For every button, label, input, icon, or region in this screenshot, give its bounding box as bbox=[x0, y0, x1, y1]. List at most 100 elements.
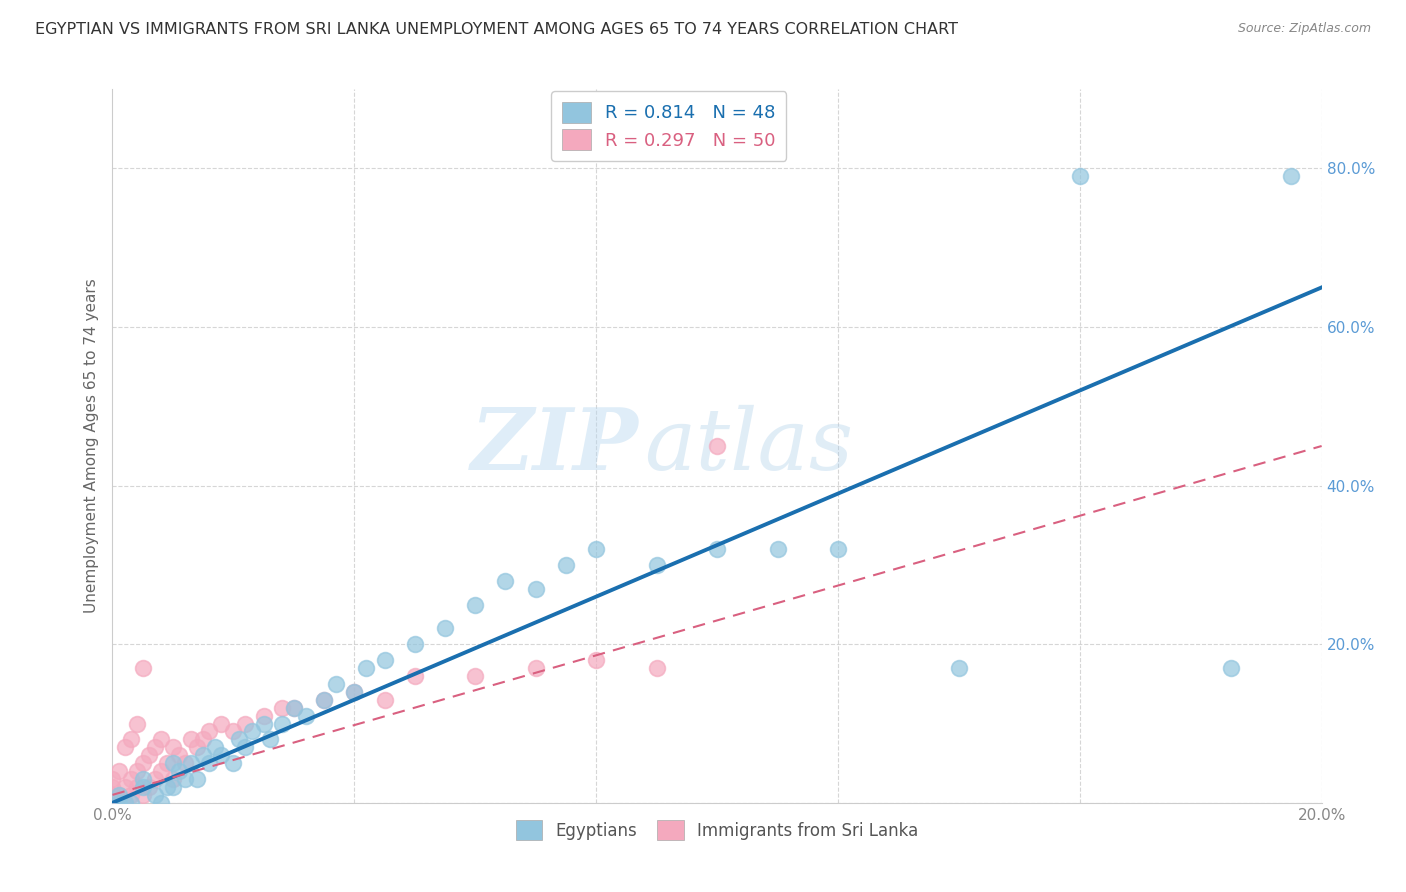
Point bbox=[180, 756, 202, 771]
Point bbox=[101, 772, 124, 786]
Point bbox=[162, 756, 184, 771]
Point bbox=[259, 732, 281, 747]
Point bbox=[356, 661, 378, 675]
Point bbox=[101, 780, 124, 794]
Point bbox=[149, 732, 172, 747]
Point bbox=[464, 669, 486, 683]
Point bbox=[143, 772, 166, 786]
Point bbox=[125, 780, 148, 794]
Point bbox=[222, 756, 245, 771]
Y-axis label: Unemployment Among Ages 65 to 74 years: Unemployment Among Ages 65 to 74 years bbox=[83, 278, 98, 614]
Point bbox=[132, 661, 155, 675]
Point bbox=[404, 669, 426, 683]
Point bbox=[186, 772, 208, 786]
Point bbox=[143, 740, 166, 755]
Point bbox=[204, 740, 226, 755]
Point bbox=[156, 756, 179, 771]
Point bbox=[162, 780, 184, 794]
Point bbox=[132, 756, 155, 771]
Point bbox=[270, 716, 292, 731]
Point bbox=[132, 772, 155, 786]
Point bbox=[138, 748, 160, 763]
Point bbox=[827, 542, 849, 557]
Point bbox=[138, 780, 160, 794]
Point bbox=[114, 740, 136, 755]
Point bbox=[107, 796, 129, 810]
Point bbox=[107, 796, 129, 810]
Point bbox=[343, 685, 366, 699]
Point bbox=[162, 740, 184, 755]
Point bbox=[114, 796, 136, 810]
Point bbox=[149, 764, 172, 778]
Point bbox=[107, 764, 129, 778]
Point bbox=[167, 748, 190, 763]
Point bbox=[101, 796, 124, 810]
Point bbox=[404, 637, 426, 651]
Point bbox=[235, 716, 257, 731]
Point bbox=[1069, 169, 1091, 184]
Point bbox=[495, 574, 517, 588]
Point bbox=[766, 542, 789, 557]
Point bbox=[253, 716, 276, 731]
Point bbox=[107, 788, 129, 802]
Point bbox=[125, 716, 148, 731]
Point bbox=[222, 724, 245, 739]
Point bbox=[120, 732, 142, 747]
Point bbox=[325, 677, 347, 691]
Point bbox=[374, 692, 396, 706]
Point bbox=[174, 772, 197, 786]
Point bbox=[270, 700, 292, 714]
Point bbox=[180, 732, 202, 747]
Point bbox=[132, 780, 155, 794]
Point bbox=[314, 692, 336, 706]
Point bbox=[706, 542, 728, 557]
Point bbox=[524, 582, 547, 596]
Legend: Egyptians, Immigrants from Sri Lanka: Egyptians, Immigrants from Sri Lanka bbox=[508, 812, 927, 848]
Point bbox=[167, 764, 190, 778]
Text: Source: ZipAtlas.com: Source: ZipAtlas.com bbox=[1237, 22, 1371, 36]
Point bbox=[464, 598, 486, 612]
Point bbox=[101, 796, 124, 810]
Point bbox=[209, 716, 232, 731]
Point bbox=[143, 788, 166, 802]
Point bbox=[191, 748, 214, 763]
Point bbox=[585, 653, 607, 667]
Point bbox=[1220, 661, 1243, 675]
Point bbox=[706, 439, 728, 453]
Point bbox=[343, 685, 366, 699]
Text: ZIP: ZIP bbox=[471, 404, 638, 488]
Point bbox=[101, 788, 124, 802]
Point bbox=[314, 692, 336, 706]
Point bbox=[120, 772, 142, 786]
Point bbox=[125, 764, 148, 778]
Point bbox=[645, 558, 668, 572]
Point bbox=[186, 740, 208, 755]
Point bbox=[295, 708, 318, 723]
Point bbox=[228, 732, 250, 747]
Point bbox=[132, 788, 155, 802]
Point bbox=[283, 700, 305, 714]
Point bbox=[162, 772, 184, 786]
Point bbox=[114, 796, 136, 810]
Point bbox=[235, 740, 257, 755]
Point bbox=[585, 542, 607, 557]
Point bbox=[209, 748, 232, 763]
Point bbox=[948, 661, 970, 675]
Point bbox=[198, 756, 221, 771]
Point bbox=[120, 796, 142, 810]
Point bbox=[433, 621, 456, 635]
Text: EGYPTIAN VS IMMIGRANTS FROM SRI LANKA UNEMPLOYMENT AMONG AGES 65 TO 74 YEARS COR: EGYPTIAN VS IMMIGRANTS FROM SRI LANKA UN… bbox=[35, 22, 957, 37]
Point bbox=[174, 756, 197, 771]
Point bbox=[253, 708, 276, 723]
Point bbox=[374, 653, 396, 667]
Point bbox=[645, 661, 668, 675]
Point bbox=[1279, 169, 1302, 184]
Point bbox=[120, 788, 142, 802]
Point bbox=[149, 796, 172, 810]
Point bbox=[524, 661, 547, 675]
Text: atlas: atlas bbox=[644, 405, 853, 487]
Point bbox=[554, 558, 576, 572]
Point bbox=[283, 700, 305, 714]
Point bbox=[107, 788, 129, 802]
Point bbox=[240, 724, 263, 739]
